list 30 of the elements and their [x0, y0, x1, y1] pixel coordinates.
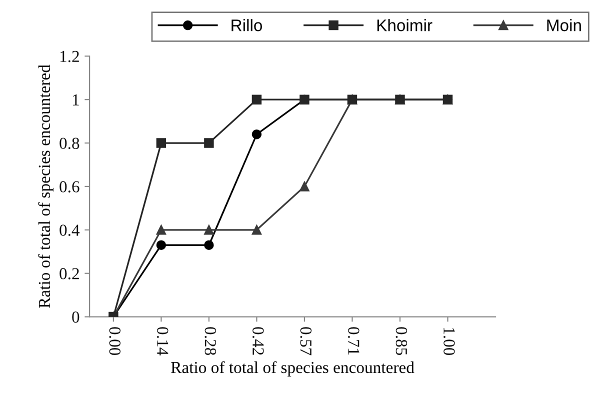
x-tick-label: 0.28 — [204, 327, 216, 356]
y-tick-label: 0 — [72, 311, 80, 323]
y-tick-label: 0.8 — [60, 138, 80, 150]
x-tick-label: 0.57 — [300, 327, 312, 356]
y-tick-label: 1 — [72, 94, 79, 106]
point — [156, 240, 166, 250]
x-tick-label: 0.42 — [252, 327, 264, 355]
y-tick-label: 0.6 — [60, 181, 80, 192]
x-tick-label: 0.14 — [156, 327, 168, 356]
y-tick-label: 1.2 — [60, 50, 79, 62]
y-axis-title: Ratio of total of species encountered — [38, 64, 54, 308]
x-tick-label: 0.85 — [396, 327, 408, 356]
legend-label: Moin — [547, 19, 581, 32]
point — [300, 182, 310, 192]
point — [156, 225, 166, 235]
x-tick-label: 0.00 — [109, 327, 121, 356]
point — [204, 138, 214, 148]
point — [156, 138, 166, 148]
point — [204, 225, 214, 235]
x-tick-label: 1.00 — [444, 328, 455, 356]
point — [252, 94, 262, 104]
x-axis-title: Ratio of total of species encountered — [171, 361, 414, 377]
point — [252, 225, 262, 235]
point — [204, 240, 214, 250]
y-tick-label: 0.4 — [60, 224, 80, 236]
y-tick-label: 0.2 — [60, 268, 79, 280]
x-tick-label: 0.71 — [348, 327, 360, 355]
point — [252, 129, 262, 140]
legend-label: Khoimir — [377, 19, 432, 32]
legend-label: Rillo — [232, 19, 262, 32]
